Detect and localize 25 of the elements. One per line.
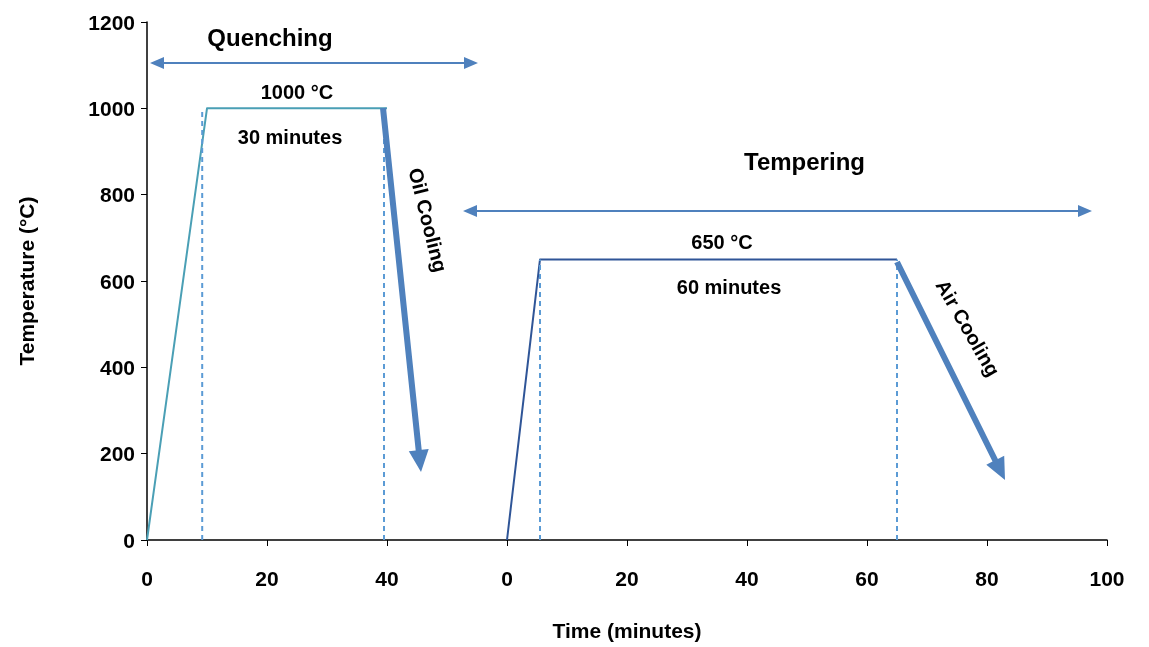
x-tick-label: 0 (141, 567, 153, 590)
annotation: 650 °C (691, 231, 753, 253)
chart-title: Quenching (207, 23, 333, 51)
x-tick-label: 20 (615, 567, 639, 590)
y-tick-label: 1200 (88, 10, 135, 34)
y-tick-label: 800 (99, 183, 135, 207)
x-tick-label: 20 (255, 567, 279, 590)
y-tick-label: 400 (99, 355, 135, 379)
x-tick-label: 100 (1089, 567, 1125, 590)
annotation: 30 minutes (237, 126, 343, 148)
text: Tempering (744, 147, 865, 175)
y-tick-label: 1000 (88, 96, 135, 120)
annotation: Oil Cooling (404, 165, 452, 275)
y-axis-title: Temperature (°C) (15, 196, 38, 366)
x-tick-label: 80 (975, 567, 999, 590)
x-tick-label: 40 (735, 567, 759, 590)
annotation: 60 minutes (676, 276, 782, 298)
x-tick-label: 60 (855, 567, 879, 590)
x-tick-label: 0 (501, 567, 513, 590)
annotation: 1000 °C (260, 81, 334, 103)
x-tick-label: 40 (375, 567, 399, 590)
x-axis-title: Time (minutes) (552, 618, 702, 642)
y-tick-label: 600 (99, 269, 135, 293)
y-tick-label: 200 (99, 442, 135, 466)
y-tick-label: 0 (123, 528, 135, 552)
